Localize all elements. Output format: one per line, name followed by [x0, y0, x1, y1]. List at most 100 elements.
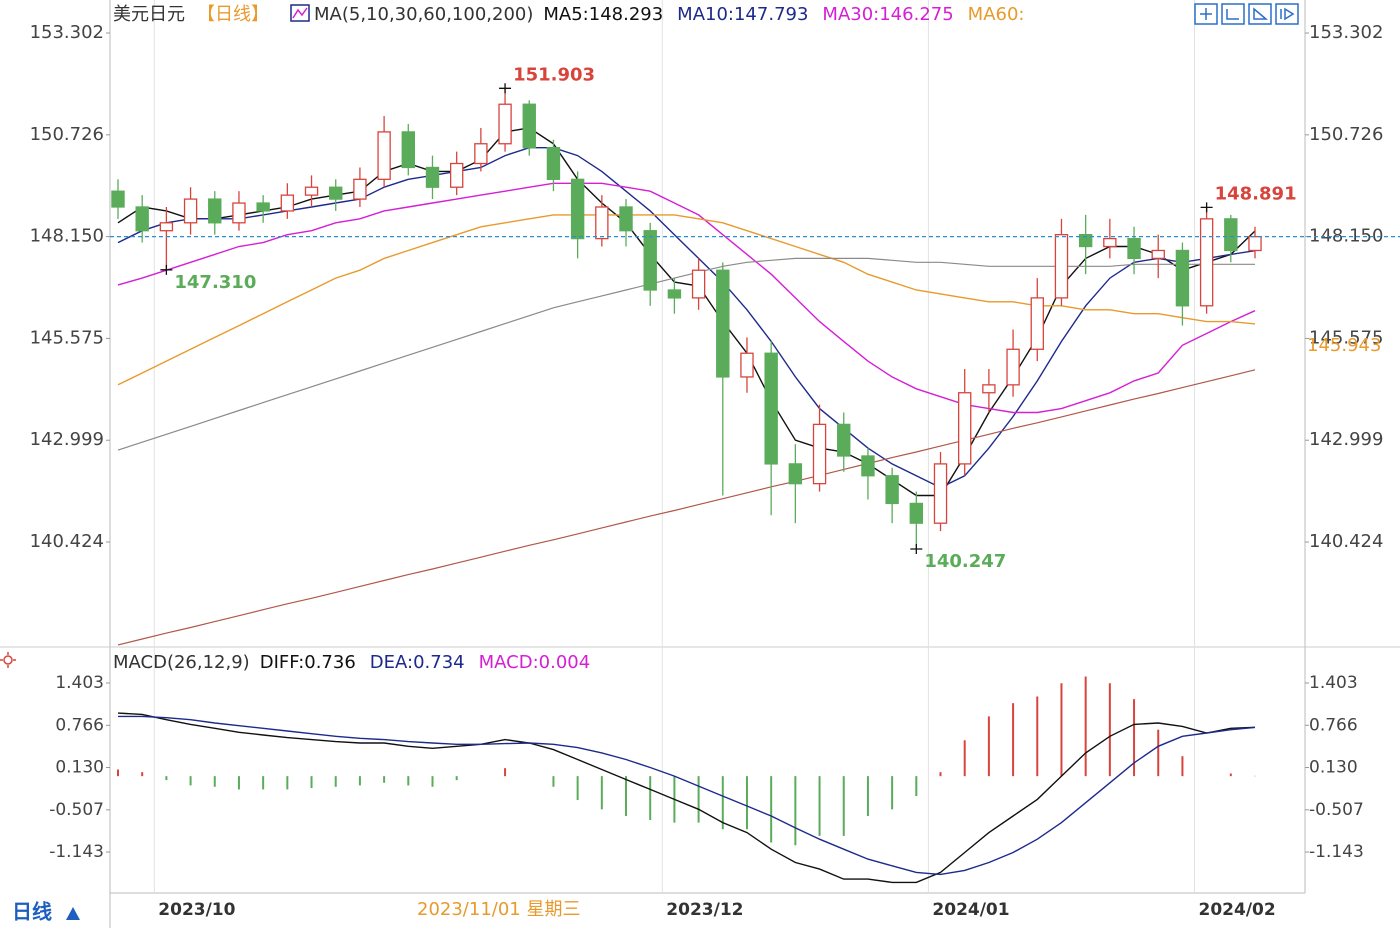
line: [117, 712, 1256, 884]
candle-body: [377, 131, 391, 180]
candle-body: [1078, 234, 1093, 248]
candle-body: [1030, 297, 1044, 350]
y-tick-label: -0.507: [49, 800, 104, 820]
y-tick-label: -1.143: [49, 842, 104, 862]
candle-body: [522, 103, 536, 149]
candle-body: [208, 198, 222, 224]
y-tick-label-right: -1.143: [1309, 842, 1364, 862]
candle-body: [595, 206, 609, 240]
y-tick-label: 142.999: [30, 429, 104, 450]
line: [117, 182, 1256, 414]
candle-body: [1175, 249, 1190, 307]
tool-button[interactable]: [1275, 3, 1299, 25]
candle-body: [474, 143, 488, 165]
period-selector[interactable]: 日线: [12, 900, 52, 924]
candle-body: [764, 352, 778, 465]
y-tick-label-right: 148.150: [1309, 226, 1383, 247]
toolbar: [1194, 3, 1299, 25]
line: [118, 715, 1256, 876]
y-tick-label-right: 1.403: [1309, 673, 1358, 693]
macd-title: MACD(26,12,9): [113, 652, 250, 673]
candle-body: [909, 502, 924, 524]
y-tick-label: 148.150: [30, 226, 104, 247]
candle-body: [280, 194, 295, 212]
x-tick-label: 2024/01: [932, 900, 1009, 920]
x-tick-label: 2024/02: [1199, 900, 1276, 920]
candle-body: [716, 269, 730, 378]
candle-body: [329, 186, 343, 200]
y-tick-label-right: 153.302: [1309, 22, 1383, 43]
candle-body: [1054, 234, 1069, 299]
candle-body: [861, 455, 875, 477]
chart-title: 美元日元: [113, 4, 185, 25]
y-tick-label: 1.403: [55, 673, 104, 693]
candle-body: [837, 423, 851, 457]
candle-body: [1199, 218, 1214, 307]
legend-entry: MA5:148.293: [543, 4, 663, 25]
y-tick-label-right: 140.424: [1309, 531, 1383, 552]
x-tick-label: 2023/12: [666, 900, 743, 920]
crosshair-date: 2023/11/01 星期三: [417, 899, 580, 920]
candle-body: [812, 423, 827, 485]
annotation-label: 147.310: [174, 272, 256, 293]
tool-button[interactable]: [1194, 3, 1218, 25]
tool-button[interactable]: [1248, 3, 1272, 25]
y-tick-label: 153.302: [30, 22, 104, 43]
indicator-icon: [290, 4, 310, 22]
candle-body: [570, 178, 585, 240]
line: [117, 369, 1256, 646]
candle-body: [256, 202, 270, 212]
candle-body: [958, 392, 972, 465]
candle-body: [788, 463, 803, 485]
candle-body: [1006, 348, 1020, 386]
candle-body: [353, 178, 367, 200]
y-tick-label: 0.130: [55, 758, 104, 778]
ma-value-label: 145.943: [1307, 335, 1381, 356]
legend-entry: MACD:0.004: [479, 652, 591, 673]
candle-body: [304, 186, 319, 196]
x-tick-label: 2023/10: [158, 900, 235, 920]
candle-body: [183, 198, 198, 224]
candle-body: [546, 147, 561, 180]
marks: 151.903 147.310 148.891 140.247 145.943: [110, 64, 1400, 884]
candle-body: [740, 352, 754, 378]
period-arrow[interactable]: [66, 907, 80, 920]
tool-button[interactable]: [1221, 3, 1245, 25]
candle-body: [135, 206, 149, 232]
legend-entry: MA10:147.793: [677, 4, 808, 25]
y-tick-label: 150.726: [30, 124, 104, 145]
candle-body: [691, 269, 706, 299]
annotation-marker: [160, 264, 173, 275]
candle-body: [1127, 237, 1141, 260]
grid: 153.302 153.302 150.726 150.726 148.150 148.1…: [30, 0, 1383, 920]
candle-body: [111, 190, 125, 208]
line: [117, 147, 1256, 489]
candle-body: [667, 289, 682, 299]
line: [117, 214, 1256, 386]
annotation-marker: [910, 543, 923, 554]
y-tick-label-right: 0.130: [1309, 758, 1358, 778]
candle-body: [1248, 235, 1262, 252]
candle-body: [933, 463, 948, 524]
y-tick-label-right: -0.507: [1309, 800, 1364, 820]
y-tick-label: 140.424: [30, 531, 104, 552]
candle-body: [982, 384, 996, 394]
candle-body: [498, 103, 512, 145]
candle-body: [449, 162, 464, 188]
period: 【日线】: [197, 4, 269, 25]
annotation-label: 140.247: [924, 551, 1006, 572]
candle-body: [1151, 249, 1165, 260]
y-tick-label-right: 150.726: [1309, 124, 1383, 145]
y-tick-label-right: 0.766: [1309, 715, 1358, 735]
annotation-label: 151.903: [513, 64, 595, 85]
y-tick-label-right: 145.575: [1309, 327, 1383, 348]
candle-body: [1103, 237, 1117, 248]
annotation-label: 148.891: [1215, 183, 1297, 204]
candle-body: [1224, 218, 1238, 252]
candle-body: [619, 206, 633, 232]
macd-icon: [0, 652, 16, 668]
indicator: MA(5,10,30,60,100,200): [314, 4, 533, 25]
